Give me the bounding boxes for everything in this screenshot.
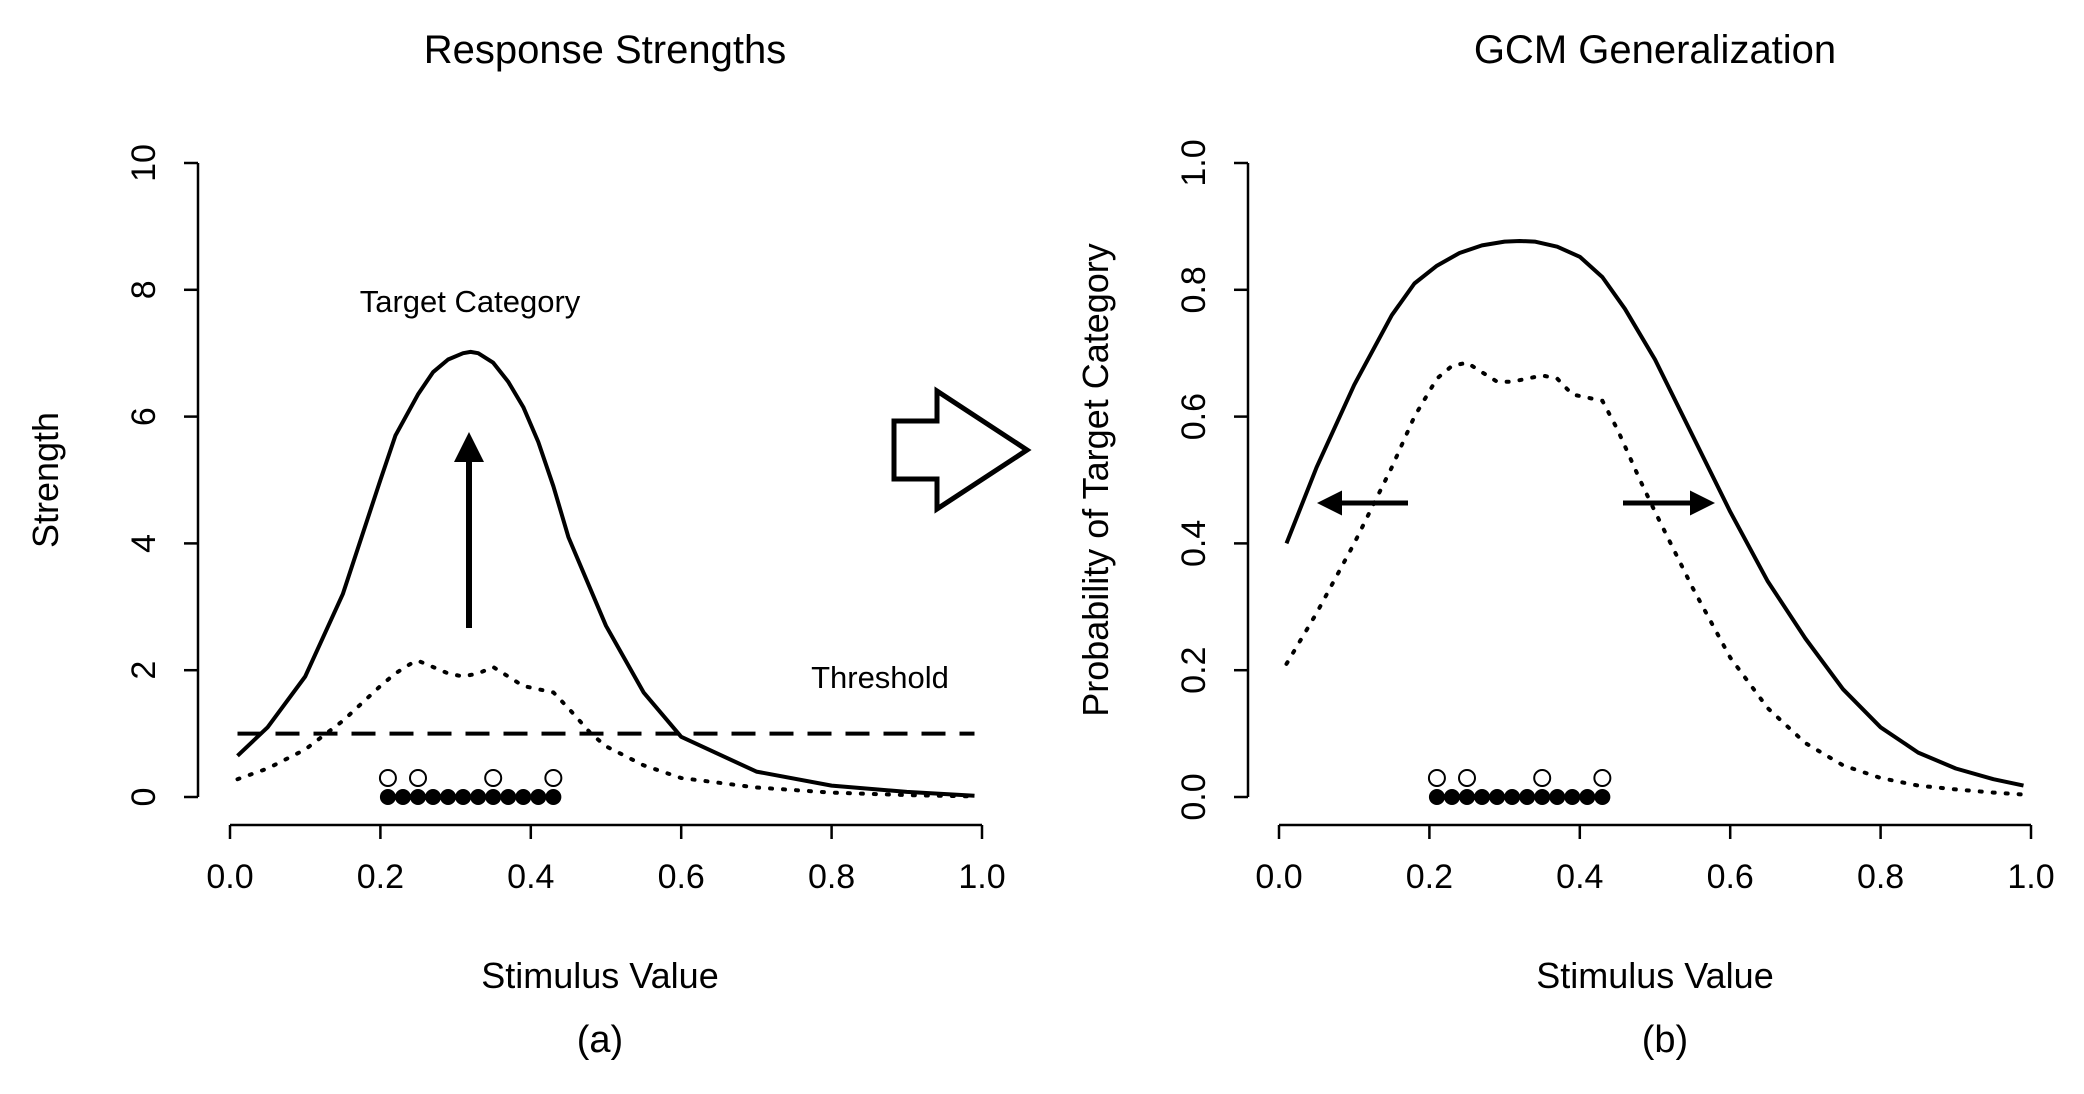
x-tick-label: 0.6 <box>1707 858 1754 896</box>
x-axis: 0.0 0.2 0.4 0.6 0.8 1.0 <box>206 823 1006 896</box>
x-tick-label: 0.0 <box>1255 858 1302 896</box>
chart-title: Response Strengths <box>424 28 786 72</box>
open-exemplar-point <box>1427 769 1446 787</box>
x-tick-label: 0.4 <box>1556 858 1603 896</box>
filled-exemplar-point <box>1428 789 1445 805</box>
open-exemplar-point <box>1533 769 1552 787</box>
y-tick-label: 4 <box>125 534 163 553</box>
x-tick-label: 1.0 <box>2007 858 2054 896</box>
panel-gcm-generalization: GCM Generalization Stimulus Value Probab… <box>1075 28 2055 1061</box>
filled-exemplar-point <box>530 789 547 805</box>
y-tick-label: 0.2 <box>1175 647 1213 694</box>
open-exemplar-point <box>544 769 563 787</box>
y-tick-label: 6 <box>125 407 163 426</box>
filled-exemplar-point <box>1504 789 1521 805</box>
y-axis: 0.0 0.2 0.4 0.6 0.8 1.0 <box>1175 139 1250 821</box>
filled-exemplar-point <box>440 789 457 805</box>
filled-exemplar-point <box>410 789 426 805</box>
y-tick-label: 0.8 <box>1175 266 1213 313</box>
filled-exemplar-point <box>379 789 396 805</box>
open-exemplar-point <box>1458 769 1476 787</box>
filled-exemplar-point <box>1594 789 1611 805</box>
panel-caption: (a) <box>577 1019 623 1061</box>
exemplar-points <box>1427 769 1612 805</box>
panel-response-strengths: Response Strengths Stimulus Value Streng… <box>25 28 1006 1061</box>
x-tick-label: 0.2 <box>357 858 404 896</box>
filled-exemplar-point <box>455 789 472 805</box>
panel-caption: (b) <box>1642 1019 1688 1061</box>
filled-exemplar-point <box>1534 789 1551 805</box>
x-tick-label: 0.4 <box>507 858 554 896</box>
open-exemplar-point <box>484 769 503 787</box>
filled-exemplar-point <box>1549 789 1566 805</box>
y-axis-label: Probability of Target Category <box>1075 243 1116 717</box>
filled-exemplar-point <box>515 789 532 805</box>
x-tick-label: 1.0 <box>958 858 1005 896</box>
open-exemplar-point <box>409 769 427 787</box>
filled-exemplar-point <box>1459 789 1475 805</box>
y-tick-label: 1.0 <box>1175 139 1213 186</box>
filled-exemplar-point <box>425 789 442 805</box>
filled-exemplar-point <box>470 789 487 805</box>
series-group <box>235 349 977 799</box>
x-tick-label: 0.0 <box>206 858 253 896</box>
exemplar-points <box>378 769 563 805</box>
series-solid-line <box>236 349 975 798</box>
filled-exemplar-point <box>1443 789 1460 805</box>
filled-exemplar-point <box>545 789 562 805</box>
x-axis-label: Stimulus Value <box>481 955 718 996</box>
y-tick-label: 0.4 <box>1175 520 1213 567</box>
y-tick-label: 0.6 <box>1175 393 1213 440</box>
series-group <box>1284 239 2026 797</box>
filled-exemplar-point <box>500 789 517 805</box>
x-tick-label: 0.8 <box>808 858 855 896</box>
y-tick-label: 8 <box>125 280 163 299</box>
open-exemplar-point <box>378 769 397 787</box>
y-tick-label: 0 <box>125 788 163 807</box>
x-tick-label: 0.6 <box>658 858 705 896</box>
x-tick-label: 0.8 <box>1857 858 1904 896</box>
filled-exemplar-point <box>485 789 502 805</box>
filled-exemplar-point <box>1519 789 1536 805</box>
y-tick-label: 10 <box>125 144 163 182</box>
x-axis-label: Stimulus Value <box>1536 955 1773 996</box>
filled-exemplar-point <box>1579 789 1596 805</box>
target-category-annotation: Target Category <box>360 284 581 319</box>
filled-exemplar-point <box>394 789 411 805</box>
chart-title: GCM Generalization <box>1474 28 1836 72</box>
series-solid-line <box>1284 239 2024 788</box>
x-axis: 0.0 0.2 0.4 0.6 0.8 1.0 <box>1255 823 2055 896</box>
y-tick-label: 0.0 <box>1175 773 1213 820</box>
series-dotted-line <box>1284 360 2026 797</box>
y-axis: 0 2 4 6 8 10 <box>125 144 200 807</box>
y-axis-label: Strength <box>25 412 66 548</box>
y-tick-label: 2 <box>125 661 163 680</box>
filled-exemplar-point <box>1489 789 1506 805</box>
x-tick-label: 0.2 <box>1406 858 1453 896</box>
filled-exemplar-point <box>1564 789 1581 805</box>
transform-arrow-icon <box>891 386 1032 514</box>
filled-exemplar-point <box>1474 789 1491 805</box>
threshold-annotation: Threshold <box>811 660 949 695</box>
open-exemplar-point <box>1593 769 1612 787</box>
